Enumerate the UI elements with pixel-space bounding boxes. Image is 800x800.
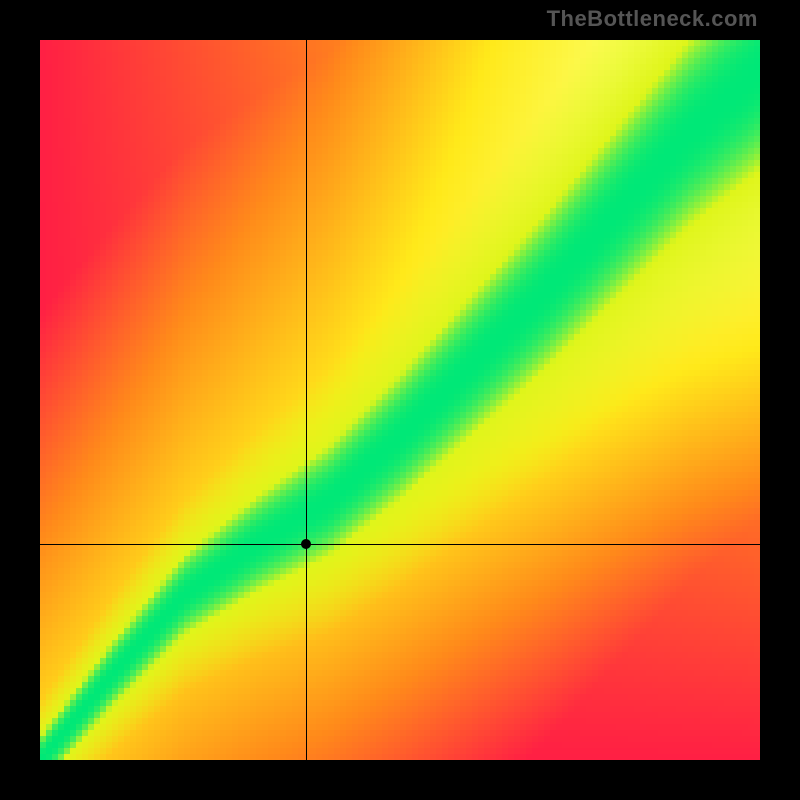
crosshair-point [301,539,311,549]
chart-container: TheBottleneck.com [0,0,800,800]
watermark-text: TheBottleneck.com [547,6,758,32]
crosshair-vertical [306,40,307,760]
crosshair-horizontal [40,544,760,545]
heatmap-canvas [40,40,760,760]
